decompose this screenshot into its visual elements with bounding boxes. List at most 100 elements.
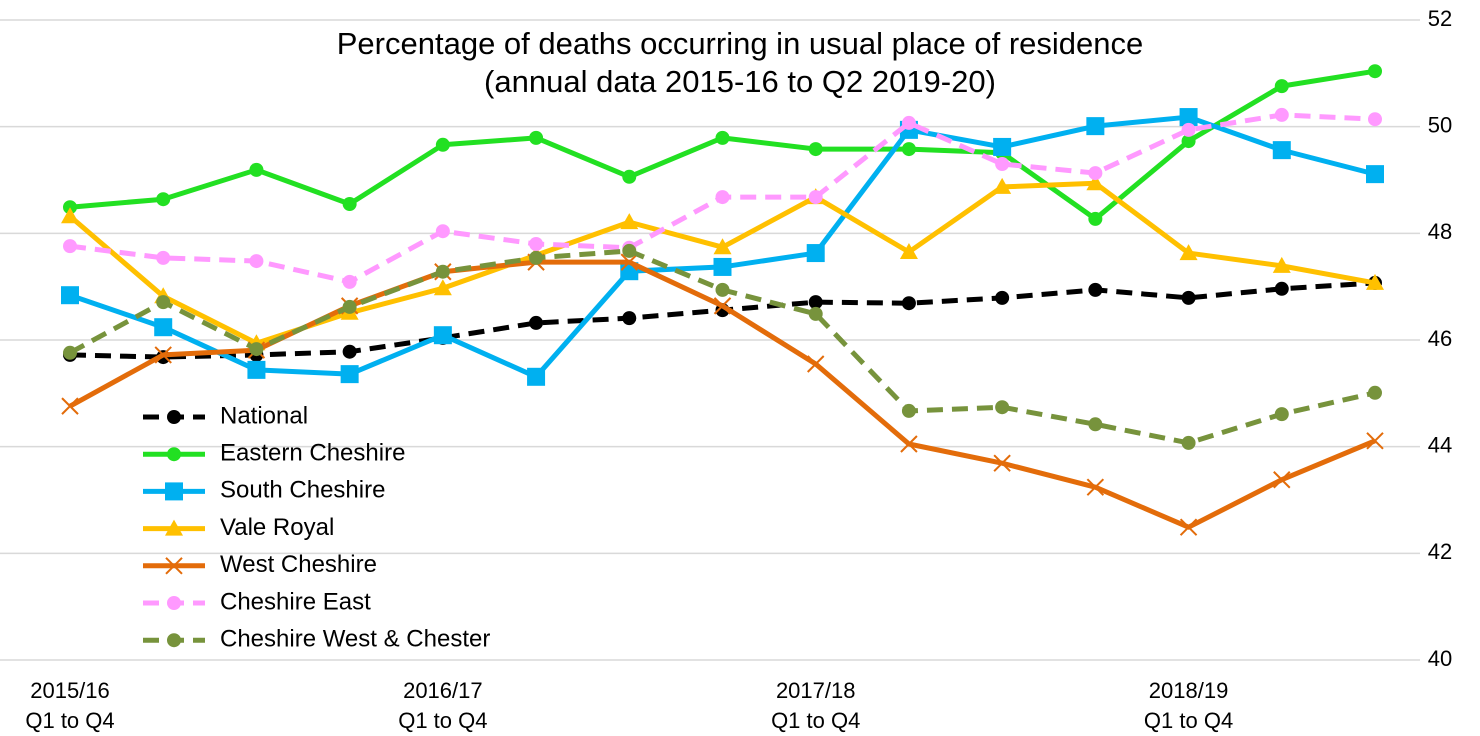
marker xyxy=(622,311,637,326)
marker xyxy=(808,295,823,310)
marker xyxy=(1274,281,1289,296)
marker xyxy=(154,318,173,337)
marker xyxy=(1088,417,1103,432)
marker xyxy=(901,296,916,311)
legend-label: West Cheshire xyxy=(220,551,377,578)
marker xyxy=(342,299,357,314)
marker xyxy=(342,274,357,289)
y-tick-label: 50 xyxy=(1428,112,1452,137)
marker xyxy=(1181,134,1196,149)
marker xyxy=(1086,478,1105,496)
x-tick-label: 2017/18 Q1 to Q4 xyxy=(771,678,861,733)
marker xyxy=(1366,165,1384,184)
legend-label: South Cheshire xyxy=(220,477,385,504)
marker xyxy=(1274,79,1289,94)
marker xyxy=(435,264,450,279)
marker xyxy=(529,250,544,265)
marker xyxy=(63,200,77,215)
marker xyxy=(165,557,183,575)
marker xyxy=(901,115,916,130)
marker xyxy=(806,244,825,263)
marker xyxy=(63,239,77,254)
marker xyxy=(995,157,1010,171)
marker xyxy=(1181,435,1196,450)
marker xyxy=(529,130,544,145)
marker xyxy=(61,286,79,305)
x-tick-label: 2018/19 Q1 to Q4 xyxy=(1143,678,1234,733)
legend-label: Vale Royal xyxy=(220,514,334,541)
marker xyxy=(1366,273,1384,290)
x-tick-label: 2015/16 Q1 to Q4 xyxy=(25,678,115,733)
marker xyxy=(622,169,637,184)
marker xyxy=(167,447,181,462)
marker xyxy=(1088,282,1103,297)
legend-label: Cheshire West & Chester xyxy=(220,626,490,653)
marker xyxy=(1179,244,1198,261)
marker xyxy=(900,435,918,453)
y-tick-label: 52 xyxy=(1428,6,1452,31)
marker xyxy=(1274,107,1289,122)
marker xyxy=(993,137,1012,156)
marker xyxy=(167,633,181,648)
chart-subtitle: (annual data 2015-16 to Q2 2019-20) xyxy=(484,64,996,99)
marker xyxy=(899,243,918,259)
marker xyxy=(342,197,357,211)
marker xyxy=(1366,432,1384,450)
marker xyxy=(808,142,823,157)
marker xyxy=(901,142,916,157)
plot xyxy=(61,64,1384,536)
marker xyxy=(1088,211,1103,226)
marker xyxy=(1272,256,1291,273)
grid: 40 42 44 46 48 50 52 xyxy=(0,6,1452,671)
marker xyxy=(1272,141,1291,160)
x-tick-label: 2016/17 Q1 to Q4 xyxy=(398,678,488,733)
marker xyxy=(1179,108,1198,127)
legend-label: National xyxy=(220,402,308,429)
marker xyxy=(1368,64,1382,79)
series xyxy=(61,253,1384,536)
marker xyxy=(1086,117,1105,136)
marker xyxy=(1368,112,1382,127)
marker xyxy=(995,400,1010,415)
marker xyxy=(901,403,916,418)
marker xyxy=(807,355,825,373)
marker xyxy=(165,482,183,501)
marker xyxy=(1181,122,1196,137)
marker xyxy=(167,410,181,424)
marker xyxy=(340,365,359,384)
marker xyxy=(156,295,171,310)
y-tick-label: 40 xyxy=(1428,646,1452,671)
marker xyxy=(435,137,450,152)
marker xyxy=(995,290,1010,305)
marker xyxy=(620,253,638,271)
marker xyxy=(247,360,266,379)
y-tick-label: 46 xyxy=(1428,326,1452,351)
marker xyxy=(342,344,357,359)
marker xyxy=(1368,385,1382,400)
legend-label: Cheshire East xyxy=(220,588,371,615)
marker xyxy=(1274,407,1289,422)
marker xyxy=(529,315,544,330)
marker xyxy=(715,190,730,205)
y-tick-label: 42 xyxy=(1428,539,1452,564)
marker xyxy=(61,397,79,415)
marker xyxy=(165,519,183,536)
marker xyxy=(1179,518,1198,536)
marker xyxy=(808,306,823,321)
marker xyxy=(167,596,181,610)
marker xyxy=(620,213,639,230)
marker xyxy=(1088,166,1103,181)
marker xyxy=(433,279,452,296)
legend: National Eastern Cheshire South Cheshire Va… xyxy=(143,402,490,653)
marker xyxy=(993,454,1011,472)
chart-title: Percentage of deaths occurring in usual … xyxy=(337,26,1144,61)
y-tick-label: 44 xyxy=(1428,432,1452,457)
marker xyxy=(993,177,1012,194)
legend-label: Eastern Cheshire xyxy=(220,440,405,467)
marker xyxy=(715,130,730,145)
marker xyxy=(527,367,546,386)
marker xyxy=(249,342,264,357)
marker xyxy=(1273,471,1291,489)
